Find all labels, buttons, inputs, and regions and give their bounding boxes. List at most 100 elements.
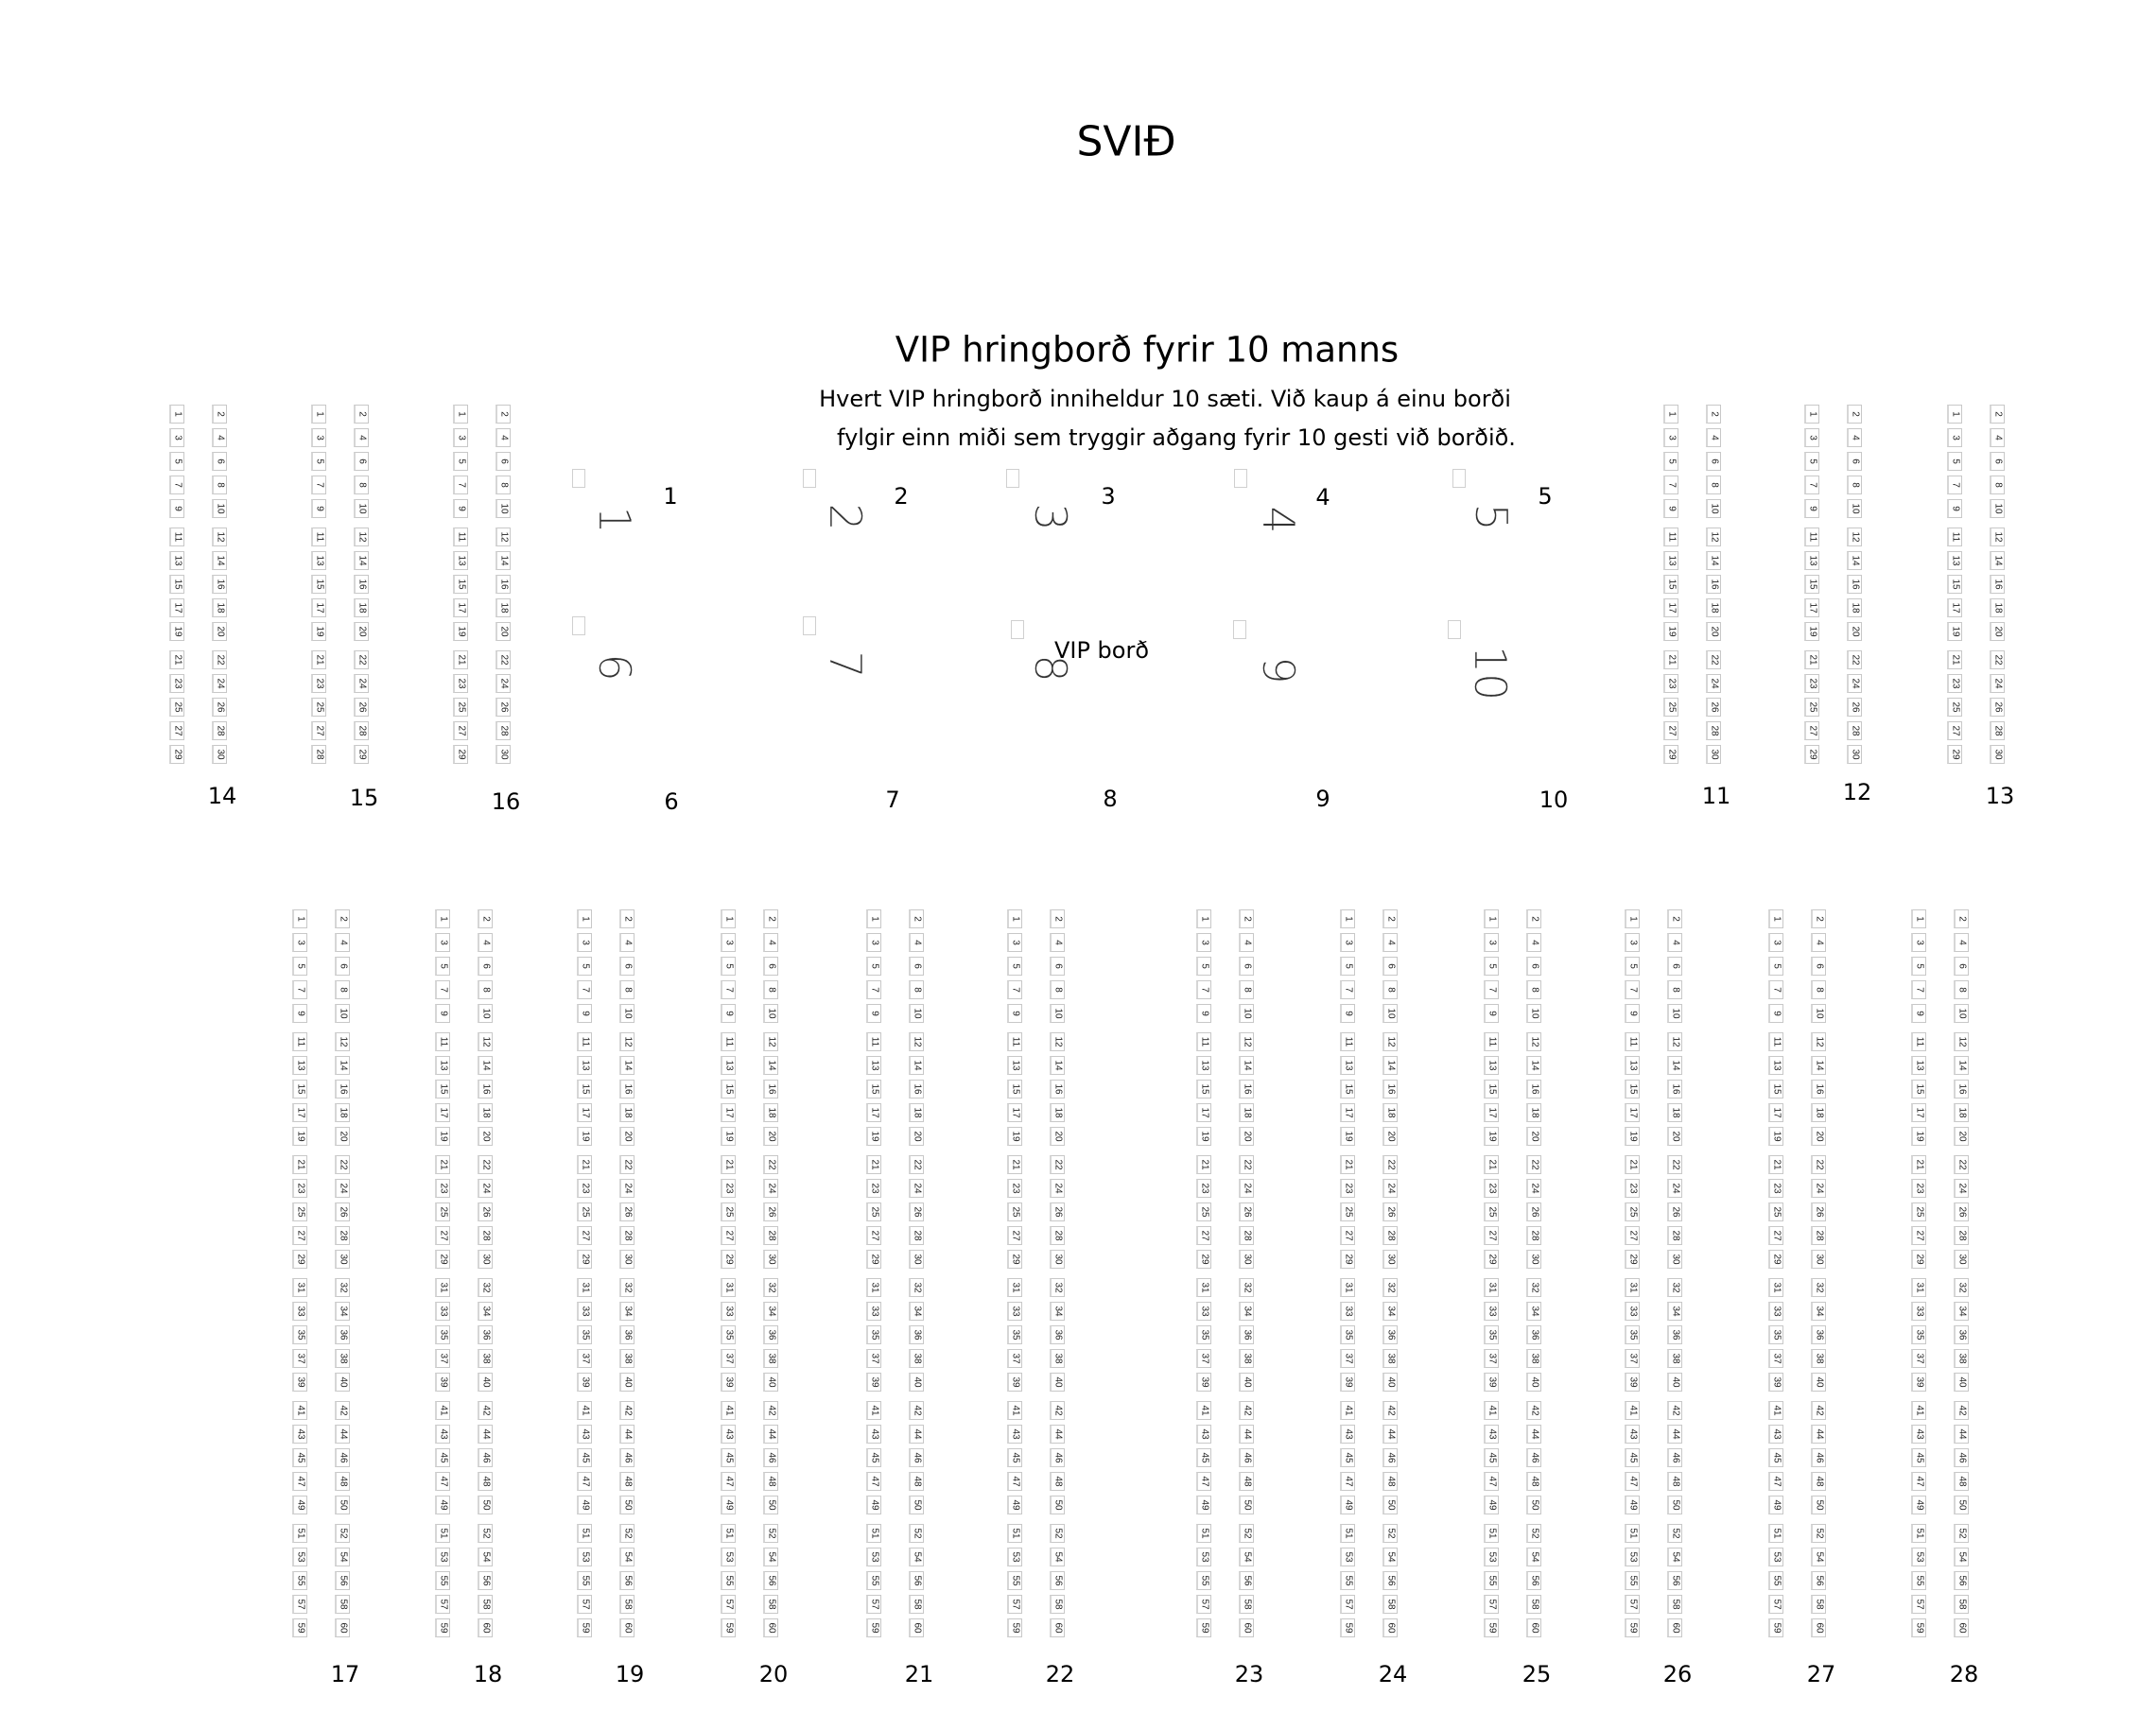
seat[interactable]: 10 <box>1954 1004 1969 1023</box>
seat[interactable]: 32 <box>1382 1278 1398 1297</box>
seat[interactable]: 26 <box>1382 1202 1398 1221</box>
seat[interactable]: 46 <box>619 1448 635 1467</box>
seat[interactable]: 11 <box>577 1032 592 1051</box>
seat[interactable]: 3 <box>721 933 736 952</box>
seat[interactable]: 25 <box>1947 698 1962 717</box>
seat[interactable]: 59 <box>292 1618 307 1637</box>
seat[interactable]: 19 <box>1663 622 1678 641</box>
seat[interactable]: 1 <box>311 405 326 424</box>
seat[interactable]: 19 <box>1768 1127 1783 1146</box>
seat[interactable]: 59 <box>1196 1618 1211 1637</box>
seat[interactable]: 49 <box>866 1496 881 1514</box>
seat[interactable]: 21 <box>1768 1155 1783 1174</box>
seat[interactable]: 18 <box>1382 1103 1398 1122</box>
seat[interactable]: 8 <box>212 476 227 494</box>
seat[interactable]: 23 <box>866 1179 881 1198</box>
seat[interactable]: 26 <box>909 1202 924 1221</box>
seat[interactable]: 11 <box>1484 1032 1499 1051</box>
seat[interactable]: 36 <box>909 1325 924 1344</box>
seat[interactable]: 19 <box>311 622 326 641</box>
seat[interactable]: 38 <box>1667 1349 1682 1368</box>
seat[interactable]: 49 <box>435 1496 450 1514</box>
seat[interactable]: 38 <box>478 1349 493 1368</box>
seat[interactable]: 3 <box>866 933 881 952</box>
seat[interactable]: 7 <box>169 476 184 494</box>
seat[interactable]: 14 <box>1239 1056 1254 1075</box>
seat[interactable]: 7 <box>577 980 592 999</box>
seat[interactable]: 7 <box>1007 980 1022 999</box>
seat[interactable]: 40 <box>1811 1373 1826 1392</box>
seat[interactable]: 6 <box>478 957 493 976</box>
seat[interactable]: 48 <box>1811 1472 1826 1491</box>
seat[interactable]: 4 <box>1050 933 1065 952</box>
seat[interactable]: 28 <box>1050 1226 1065 1245</box>
seat[interactable]: 46 <box>1382 1448 1398 1467</box>
seat[interactable]: 35 <box>1484 1325 1499 1344</box>
seat[interactable]: 7 <box>866 980 881 999</box>
seat[interactable]: 56 <box>335 1571 350 1590</box>
seat[interactable]: 32 <box>1050 1278 1065 1297</box>
seat[interactable]: 2 <box>1382 909 1398 928</box>
seat[interactable]: 17 <box>169 598 184 617</box>
seat[interactable]: 12 <box>335 1032 350 1051</box>
seat[interactable]: 26 <box>212 698 227 717</box>
seat[interactable]: 43 <box>1340 1425 1355 1444</box>
seat[interactable]: 27 <box>866 1226 881 1245</box>
seat[interactable]: 16 <box>496 575 511 594</box>
seat[interactable]: 46 <box>1239 1448 1254 1467</box>
seat[interactable]: 28 <box>354 721 369 740</box>
seat[interactable]: 8 <box>1811 980 1826 999</box>
seat[interactable]: 20 <box>478 1127 493 1146</box>
seat[interactable]: 47 <box>1911 1472 1926 1491</box>
seat[interactable]: 51 <box>1625 1524 1640 1543</box>
seat[interactable]: 27 <box>1625 1226 1640 1245</box>
seat[interactable]: 13 <box>866 1056 881 1075</box>
seat[interactable]: 36 <box>1382 1325 1398 1344</box>
seat[interactable]: 48 <box>909 1472 924 1491</box>
seat[interactable]: 27 <box>169 721 184 740</box>
seat[interactable]: 31 <box>1911 1278 1926 1297</box>
seat[interactable]: 36 <box>1239 1325 1254 1344</box>
seat[interactable]: 52 <box>1382 1524 1398 1543</box>
seat[interactable]: 14 <box>1050 1056 1065 1075</box>
seat[interactable]: 18 <box>212 598 227 617</box>
seat[interactable]: 4 <box>1990 428 2005 447</box>
seat[interactable]: 20 <box>909 1127 924 1146</box>
seat[interactable]: 27 <box>1007 1226 1022 1245</box>
seat[interactable]: 54 <box>763 1548 778 1566</box>
seat[interactable]: 22 <box>1667 1155 1682 1174</box>
seat[interactable]: 56 <box>1811 1571 1826 1590</box>
seat[interactable]: 24 <box>1706 674 1721 693</box>
seat[interactable]: 57 <box>1768 1595 1783 1614</box>
seat[interactable]: 11 <box>1196 1032 1211 1051</box>
seat[interactable]: 39 <box>435 1373 450 1392</box>
seat[interactable]: 28 <box>478 1226 493 1245</box>
seat[interactable]: 10 <box>1239 1004 1254 1023</box>
seat[interactable]: 46 <box>1954 1448 1969 1467</box>
seat[interactable]: 40 <box>1667 1373 1682 1392</box>
seat[interactable]: 40 <box>1954 1373 1969 1392</box>
seat[interactable]: 40 <box>909 1373 924 1392</box>
seat[interactable]: 40 <box>335 1373 350 1392</box>
seat[interactable]: 22 <box>1990 650 2005 669</box>
seat[interactable]: 35 <box>1625 1325 1640 1344</box>
seat[interactable]: 12 <box>1526 1032 1541 1051</box>
seat[interactable]: 26 <box>1811 1202 1826 1221</box>
seat[interactable]: 6 <box>1706 452 1721 471</box>
seat[interactable]: 25 <box>1768 1202 1783 1221</box>
seat[interactable]: 16 <box>1811 1080 1826 1099</box>
seat[interactable]: 60 <box>1239 1618 1254 1637</box>
seat[interactable]: 25 <box>1196 1202 1211 1221</box>
seat[interactable]: 4 <box>1954 933 1969 952</box>
seat[interactable]: 19 <box>1947 622 1962 641</box>
seat[interactable]: 21 <box>1947 650 1962 669</box>
seat[interactable]: 33 <box>1196 1302 1211 1321</box>
seat[interactable]: 50 <box>1526 1496 1541 1514</box>
seat[interactable]: 33 <box>292 1302 307 1321</box>
seat[interactable]: 27 <box>1911 1226 1926 1245</box>
vip-table-checkbox[interactable] <box>803 616 816 635</box>
seat[interactable]: 30 <box>619 1250 635 1269</box>
seat[interactable]: 50 <box>1239 1496 1254 1514</box>
seat[interactable]: 20 <box>1239 1127 1254 1146</box>
seat[interactable]: 5 <box>435 957 450 976</box>
